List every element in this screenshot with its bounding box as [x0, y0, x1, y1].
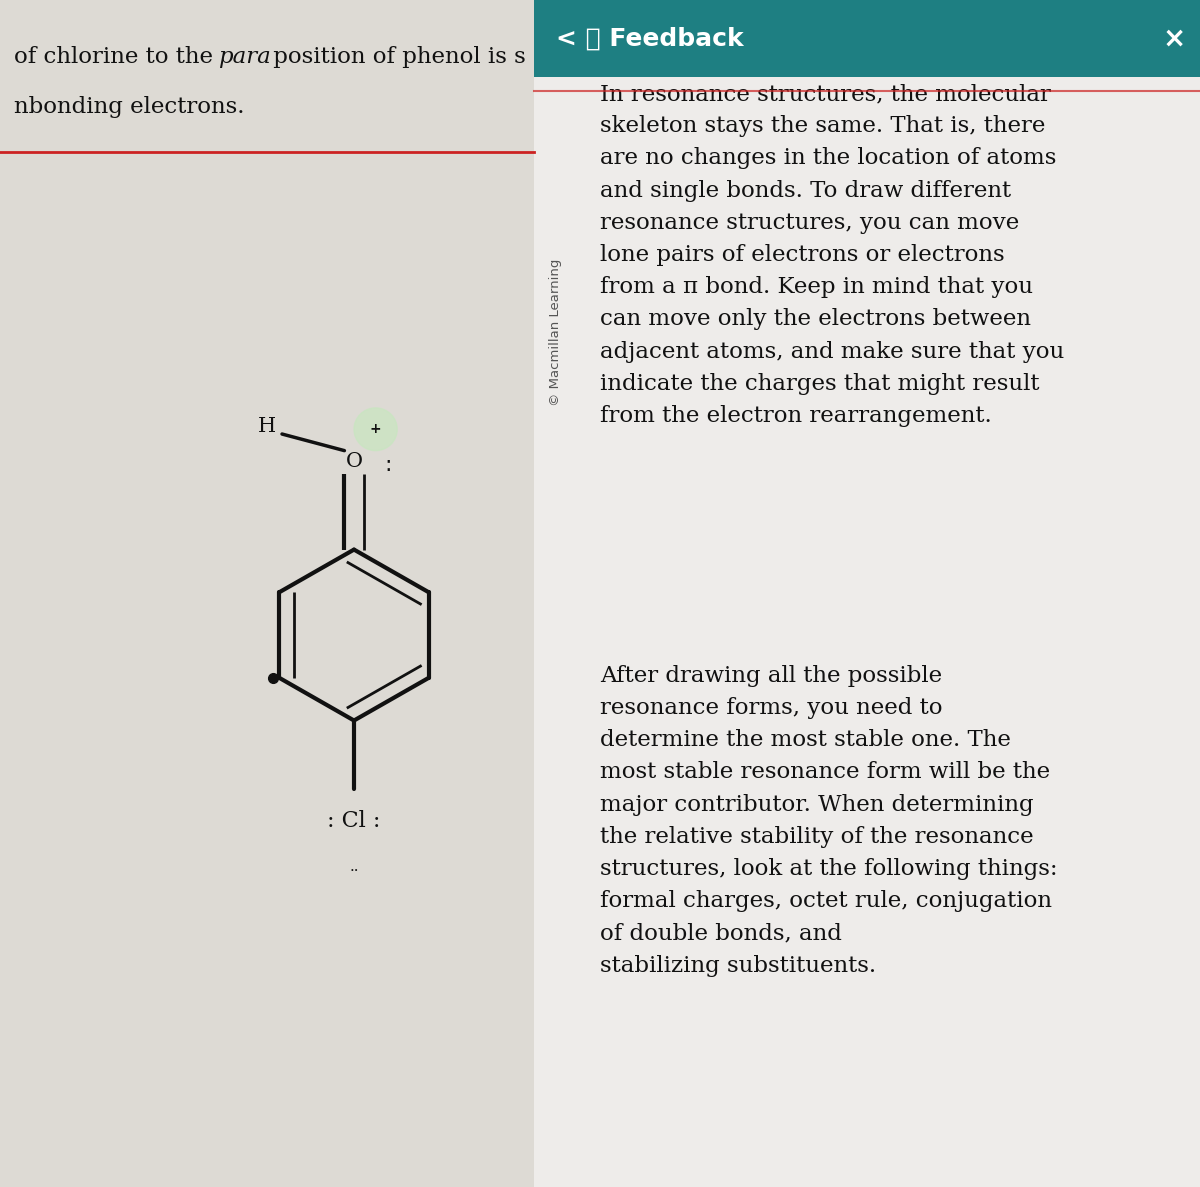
Text: :: :: [384, 455, 391, 475]
Text: para: para: [218, 46, 271, 68]
Bar: [0, 0, 534, 1187]
Text: < ⎙ Feedback: < ⎙ Feedback: [556, 26, 743, 51]
Text: © Macmillan Learning: © Macmillan Learning: [550, 259, 562, 406]
Text: nbonding electrons.: nbonding electrons.: [14, 96, 245, 118]
Circle shape: [354, 408, 397, 451]
Text: ..: ..: [349, 861, 359, 874]
Bar: [534, 0, 1200, 1187]
Text: ×: ×: [1163, 25, 1186, 52]
Text: : Cl :: : Cl :: [328, 811, 380, 832]
Text: of chlorine to the: of chlorine to the: [14, 46, 221, 68]
Text: position of phenol is s: position of phenol is s: [266, 46, 526, 68]
Text: O: O: [346, 452, 362, 471]
Text: After drawing all the possible
resonance forms, you need to
determine the most s: After drawing all the possible resonance…: [600, 665, 1057, 977]
Text: +: +: [370, 423, 382, 437]
Bar: [534, 0, 1200, 77]
Text: In resonance structures, the molecular
skeleton stays the same. That is, there
a: In resonance structures, the molecular s…: [600, 83, 1064, 427]
Text: H: H: [258, 418, 276, 437]
